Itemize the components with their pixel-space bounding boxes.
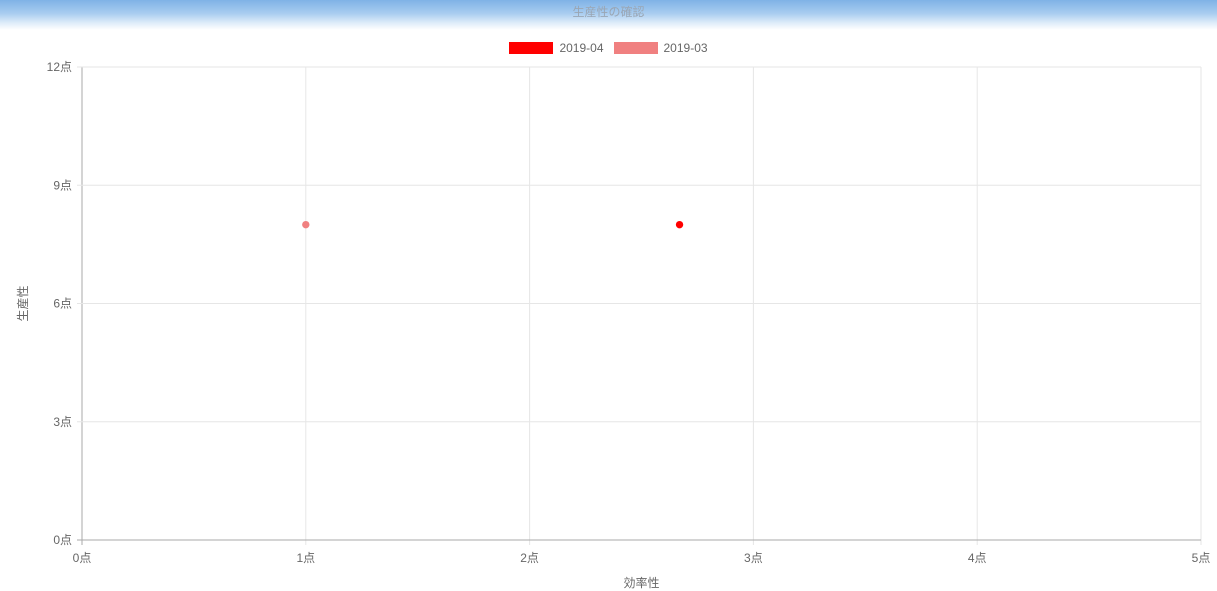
y-tick-label: 6点 [53,297,72,311]
legend-item-2019-04[interactable]: 2019-04 [509,41,604,55]
y-tick-label: 9点 [53,178,72,192]
x-tick-label: 4点 [968,551,987,565]
y-tick-label: 0点 [53,533,72,547]
x-tick-label: 2点 [520,551,539,565]
data-point-2019-04 [675,220,684,229]
chart-legend: 2019-04 2019-03 [0,41,1217,55]
legend-label: 2019-04 [559,41,604,55]
y-axis-title: 生産性 [15,285,30,321]
x-axis-title: 効率性 [623,575,659,590]
x-tick-label: 0点 [73,551,92,565]
legend-label: 2019-03 [663,41,708,55]
y-tick-label: 12点 [47,60,72,74]
header-banner: 生産性の確認 [0,0,1217,30]
legend-swatch [613,42,658,54]
y-tick-label: 3点 [53,415,72,429]
data-point-2019-03 [302,220,310,229]
page-title: 生産性の確認 [572,5,645,19]
x-tick-label: 5点 [1192,551,1211,565]
x-tick-label: 3点 [744,551,763,565]
legend-swatch [509,42,554,54]
legend-item-2019-03[interactable]: 2019-03 [613,41,708,55]
x-tick-label: 1点 [296,551,315,565]
